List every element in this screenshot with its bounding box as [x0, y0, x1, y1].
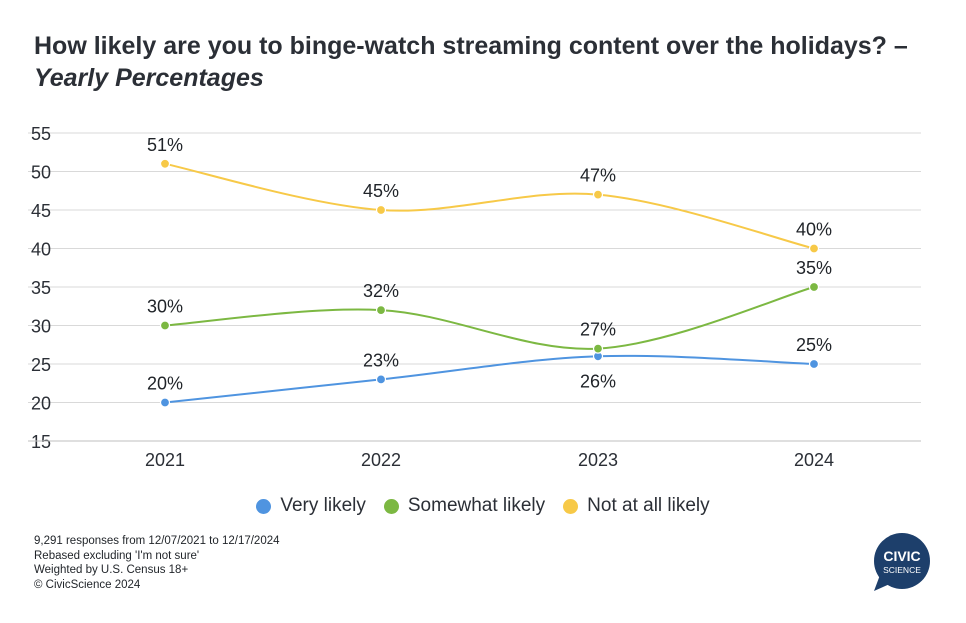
footnote-copyright: © CivicScience 2024 [34, 578, 141, 591]
y-tick-label-15: 15 [31, 432, 51, 452]
y-tick-label-20: 20 [31, 394, 51, 414]
x-tick-label-2024: 2024 [794, 450, 834, 470]
data-label-very-likely-2024: 25% [796, 335, 832, 355]
footnote-weighted: Weighted by U.S. Census 18+ [34, 564, 189, 576]
data-label-somewhat-likely-2022: 32% [363, 281, 399, 301]
data-label-very-likely-2021: 20% [147, 374, 183, 394]
data-label-not-at-all-likely-2023: 47% [580, 166, 616, 186]
data-point-not-at-all-likely-2022 [375, 204, 387, 216]
data-point-very-likely-2024 [808, 358, 820, 370]
y-tick-label-45: 45 [31, 201, 51, 221]
data-label-not-at-all-likely-2024: 40% [796, 220, 832, 240]
logo-badge [874, 533, 930, 589]
data-point-very-likely-2022 [375, 374, 387, 385]
logo-speech-tail [874, 575, 892, 591]
legend-dot-somewhat-likely [383, 498, 399, 514]
data-point-somewhat-likely-2023 [592, 343, 604, 354]
data-label-very-likely-2022: 23% [363, 350, 399, 370]
data-label-very-likely-2023: 26% [580, 371, 616, 391]
series-line-very-likely [164, 354, 815, 404]
legend-label-not-at-all-likely: Not at all likely [587, 495, 710, 516]
y-tick-label-40: 40 [31, 240, 51, 260]
data-point-not-at-all-likely-2024 [808, 243, 820, 254]
series-line-somewhat-likely [164, 286, 815, 350]
logo-text-science: SCIENCE [883, 565, 921, 575]
footnote-rebased: Rebased excluding 'I'm not sure' [34, 549, 200, 562]
data-point-somewhat-likely-2024 [808, 281, 820, 293]
data-label-not-at-all-likely-2022: 45% [363, 181, 399, 201]
legend-item-somewhat-likely[interactable]: Somewhat likely [383, 495, 546, 517]
footnote-responses: 9,291 responses from 12/07/2021 to 12/17… [34, 535, 280, 547]
data-label-somewhat-likely-2024: 35% [796, 258, 832, 278]
data-point-very-likely-2021 [159, 397, 171, 408]
data-point-not-at-all-likely-2023 [592, 189, 604, 200]
y-tick-label-25: 25 [31, 355, 51, 375]
data-label-not-at-all-likely-2021: 51% [147, 135, 183, 155]
chart-title-emphasis: Yearly Percentages [34, 64, 264, 92]
legend-label-somewhat-likely: Somewhat likely [407, 495, 546, 516]
data-point-not-at-all-likely-2021 [159, 158, 171, 169]
data-point-somewhat-likely-2022 [375, 305, 387, 316]
data-point-somewhat-likely-2021 [159, 320, 171, 331]
logo-text-civic: CIVIC [883, 548, 920, 564]
data-label-somewhat-likely-2023: 27% [580, 320, 616, 340]
legend-item-not-at-all-likely[interactable]: Not at all likely [563, 495, 710, 517]
legend-item-very-likely[interactable]: Very likely [256, 495, 366, 517]
data-label-somewhat-likely-2021: 30% [147, 297, 183, 317]
y-tick-label-35: 35 [31, 278, 51, 298]
y-tick-label-30: 30 [31, 317, 51, 337]
chart-title: How likely are you to binge-watch stream… [34, 30, 934, 94]
legend-dot-very-likely [256, 498, 272, 514]
series-line-not-at-all-likely [164, 162, 815, 250]
chart-legend: Very likely Somewhat likely Not at all l… [0, 495, 966, 517]
y-tick-label-55: 55 [31, 124, 51, 144]
chart-title-main: How likely are you to binge-watch stream… [34, 32, 908, 60]
legend-label-very-likely: Very likely [280, 495, 366, 516]
civicscience-logo[interactable]: CIVIC SCIENCE [872, 533, 932, 593]
footnotes: 9,291 responses from 12/07/2021 to 12/17… [34, 534, 280, 592]
x-tick-label-2021: 2021 [145, 450, 185, 470]
legend-dot-not-at-all-likely [563, 498, 579, 514]
x-tick-label-2023: 2023 [578, 450, 618, 470]
x-tick-label-2022: 2022 [361, 450, 401, 470]
y-tick-label-50: 50 [31, 163, 51, 183]
